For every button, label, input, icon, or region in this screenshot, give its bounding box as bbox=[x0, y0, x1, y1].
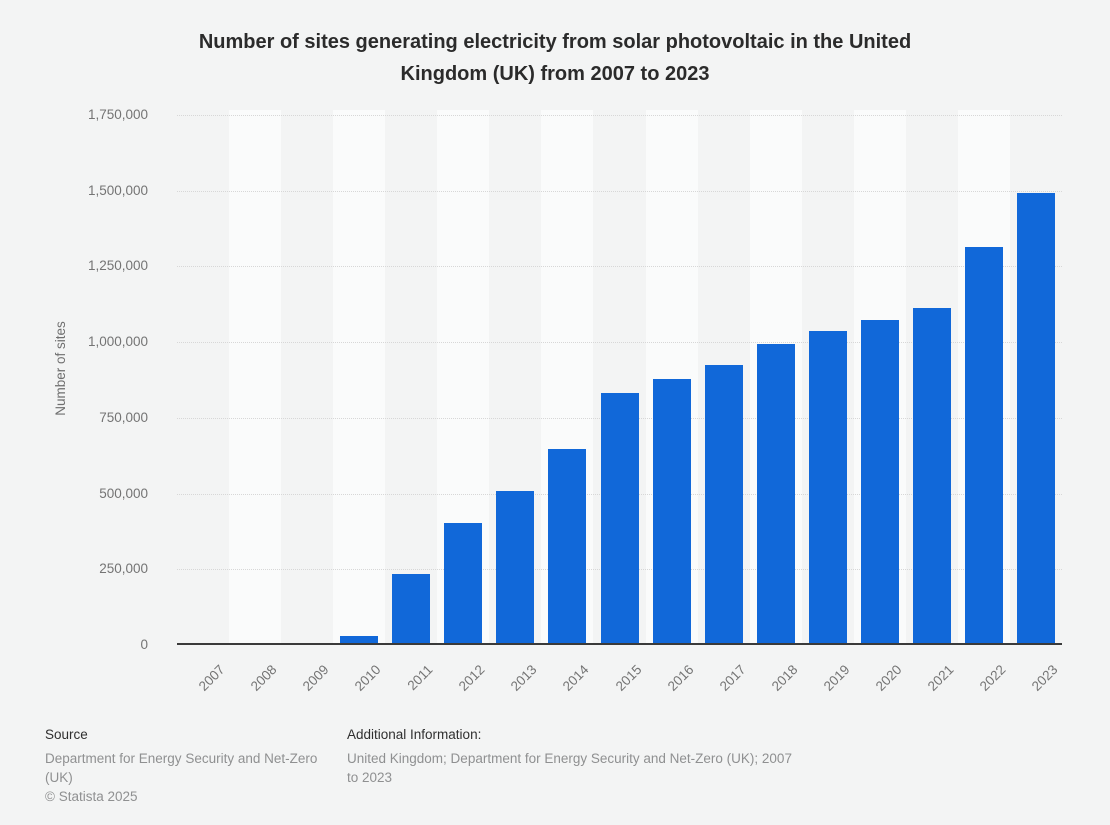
y-tick-500,000: 500,000 bbox=[99, 485, 148, 501]
y-tick-1,000,000: 1,000,000 bbox=[87, 334, 148, 350]
chart-title-line2: Kingdom (UK) from 2007 to 2023 bbox=[400, 63, 710, 85]
x-tick-2012: 2012 bbox=[456, 662, 488, 694]
bar-2010[interactable] bbox=[340, 636, 379, 644]
bar-2022[interactable] bbox=[964, 247, 1003, 644]
y-tick-1,500,000: 1,500,000 bbox=[87, 182, 148, 198]
x-tick-2008: 2008 bbox=[247, 662, 280, 694]
y-tick-1,250,000: 1,250,000 bbox=[87, 258, 148, 274]
bar-2023[interactable] bbox=[1016, 193, 1055, 644]
bar-2017[interactable] bbox=[704, 365, 743, 644]
x-tick-2014: 2014 bbox=[560, 662, 593, 694]
bar-2016[interactable] bbox=[652, 379, 691, 644]
x-tick-2017: 2017 bbox=[716, 662, 749, 694]
additional-info-block: Additional Information: United Kingdom; … bbox=[347, 726, 807, 787]
column-band-2010 bbox=[333, 110, 386, 645]
y-tick-250,000: 250,000 bbox=[99, 561, 148, 577]
additional-info-text: United Kingdom; Department for Energy Se… bbox=[347, 751, 792, 785]
copyright: © Statista 2025 bbox=[45, 789, 138, 804]
bar-2013[interactable] bbox=[496, 491, 535, 644]
plot-area bbox=[177, 110, 1062, 645]
chart-title: Number of sites generating electricity f… bbox=[0, 26, 1110, 90]
x-tick-2015: 2015 bbox=[612, 662, 645, 694]
bar-2015[interactable] bbox=[600, 393, 639, 644]
x-tick-2016: 2016 bbox=[664, 662, 697, 694]
bar-2019[interactable] bbox=[808, 331, 847, 644]
chart-title-line1: Number of sites generating electricity f… bbox=[198, 31, 912, 53]
x-tick-2023: 2023 bbox=[1028, 662, 1061, 694]
x-tick-2018: 2018 bbox=[768, 662, 801, 694]
y-tick-1,750,000: 1,750,000 bbox=[87, 107, 148, 122]
x-tick-2007: 2007 bbox=[195, 662, 228, 694]
gridline-1,000,000 bbox=[177, 342, 1062, 344]
gridline-1,250,000 bbox=[177, 266, 1062, 268]
x-tick-2019: 2019 bbox=[820, 662, 853, 694]
x-tick-2020: 2020 bbox=[872, 662, 905, 694]
x-tick-2021: 2021 bbox=[924, 662, 957, 694]
bar-2014[interactable] bbox=[548, 449, 587, 644]
x-tick-2013: 2013 bbox=[508, 662, 540, 694]
source-block: Source Department for Energy Security an… bbox=[45, 726, 337, 806]
x-tick-2011: 2011 bbox=[404, 662, 436, 694]
bar-2021[interactable] bbox=[912, 308, 951, 644]
source-text: Department for Energy Security and Net-Z… bbox=[45, 751, 318, 785]
column-band-2008 bbox=[229, 110, 282, 645]
additional-info-heading: Additional Information: bbox=[347, 727, 482, 742]
source-heading: Source bbox=[45, 727, 88, 742]
y-tick-750,000: 750,000 bbox=[99, 409, 148, 425]
bar-2011[interactable] bbox=[392, 574, 431, 644]
bar-2018[interactable] bbox=[756, 344, 795, 644]
bar-2020[interactable] bbox=[860, 320, 899, 644]
x-tick-2022: 2022 bbox=[976, 662, 1009, 694]
x-tick-2009: 2009 bbox=[299, 662, 332, 694]
x-axis-line bbox=[177, 643, 1062, 645]
x-tick-2010: 2010 bbox=[351, 662, 384, 694]
y-tick-0: 0 bbox=[140, 637, 148, 652]
gridline-1,500,000 bbox=[177, 190, 1062, 192]
gridline-1,750,000 bbox=[177, 115, 1062, 116]
bar-2012[interactable] bbox=[444, 523, 483, 644]
